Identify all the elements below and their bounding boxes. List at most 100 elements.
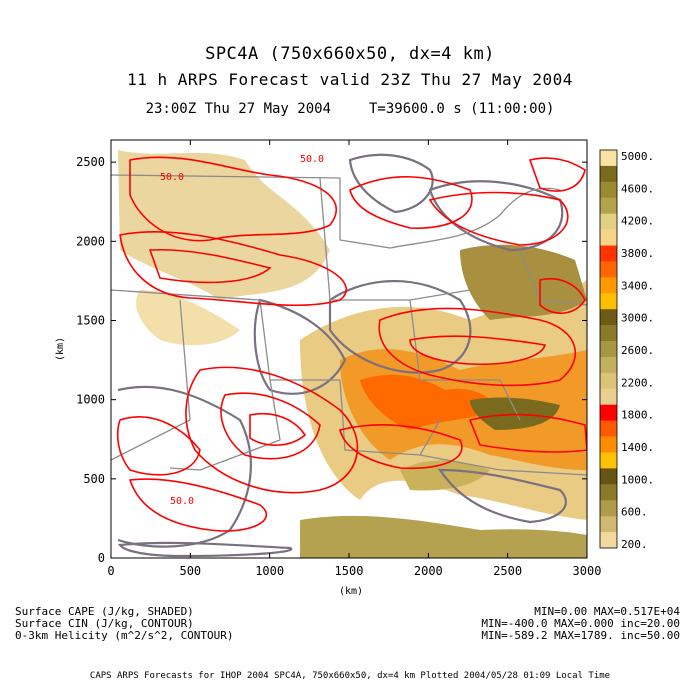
colorbar-swatch bbox=[600, 436, 617, 453]
helicity-contour bbox=[119, 230, 347, 307]
helicity-contour bbox=[129, 156, 337, 242]
y-tick-label: 500 bbox=[83, 472, 105, 486]
x-tick-label: 2000 bbox=[414, 564, 443, 578]
y-axis-label: (km) bbox=[55, 337, 66, 361]
helicity-contour bbox=[220, 392, 321, 460]
cin-contour bbox=[428, 180, 564, 252]
colorbar-label: 2200. bbox=[621, 376, 654, 389]
cape-area bbox=[118, 150, 330, 300]
boundary-line bbox=[111, 289, 340, 381]
cin-contour bbox=[253, 298, 347, 395]
valid-time: 23:00Z Thu 27 May 2004 bbox=[145, 101, 331, 117]
y-axis: 0 500 1000 1500 2000 2500 bbox=[76, 155, 587, 565]
helicity-contour bbox=[539, 278, 586, 314]
colorbar-swatch bbox=[600, 388, 617, 406]
cin-contour bbox=[348, 153, 434, 214]
colorbar-swatch bbox=[600, 277, 617, 294]
contour-label: 50.0 bbox=[160, 172, 184, 183]
title-line-1: SPC4A (750x660x50, dx=4 km) bbox=[205, 44, 495, 64]
cape-area bbox=[360, 374, 500, 430]
colorbar-swatch bbox=[600, 181, 617, 199]
cin-legend: Surface CIN (J/kg, CONTOUR) bbox=[15, 617, 194, 630]
cape-legend: Surface CAPE (J/kg, SHADED) bbox=[15, 605, 194, 618]
colorbar-frame bbox=[599, 149, 618, 549]
colorbar-label: 600. bbox=[621, 506, 648, 519]
helicity-contour bbox=[185, 366, 359, 494]
boundary-line bbox=[319, 177, 471, 301]
colorbar-label: 3000. bbox=[621, 312, 654, 325]
y-tick-label: 2000 bbox=[76, 234, 105, 248]
colorbar-swatch bbox=[600, 452, 617, 469]
helicity-contour bbox=[428, 191, 569, 246]
colorbar-label: 3800. bbox=[621, 247, 654, 260]
colorbar-swatch bbox=[600, 420, 617, 437]
helicity-contour bbox=[249, 412, 307, 446]
colorbar-label: 4600. bbox=[621, 182, 654, 195]
x-tick-label: 1000 bbox=[255, 564, 284, 578]
colorbar-swatch bbox=[600, 165, 617, 183]
x-axis-label: (km) bbox=[339, 586, 363, 597]
cin-range: MIN=-400.0 MAX=0.000 inc=20.00 bbox=[481, 617, 680, 630]
cape-area bbox=[300, 515, 587, 558]
colorbar-swatch bbox=[600, 197, 617, 214]
contour-label: 50.0 bbox=[170, 496, 194, 507]
title-line-2: 11 h ARPS Forecast valid 23Z Thu 27 May … bbox=[127, 70, 573, 89]
colorbar-label: 5000. bbox=[621, 150, 654, 163]
colorbar-swatch bbox=[600, 484, 617, 501]
colorbar-label: 1400. bbox=[621, 441, 654, 454]
map-field: 50.0 50.0 50.0 bbox=[111, 150, 587, 558]
colorbar-swatch bbox=[600, 516, 617, 533]
boundary-line bbox=[111, 174, 391, 249]
colorbar-swatch bbox=[600, 356, 617, 374]
cin-contour bbox=[117, 541, 293, 558]
colorbar-label: 3400. bbox=[621, 279, 654, 292]
cin-contour bbox=[328, 279, 472, 374]
plot-footer: CAPS ARPS Forecasts for IHOP 2004 SPC4A,… bbox=[89, 671, 611, 681]
helicity-contours bbox=[116, 156, 587, 532]
y-tick-label: 0 bbox=[98, 551, 105, 565]
colorbar-swatch bbox=[600, 325, 617, 342]
x-tick-label: 2500 bbox=[493, 564, 522, 578]
cin-contour bbox=[437, 468, 567, 524]
y-tick-label: 2500 bbox=[76, 155, 105, 169]
colorbar-label: 1800. bbox=[621, 409, 654, 422]
colorbar-swatch bbox=[600, 213, 617, 230]
colorbar-swatch bbox=[600, 468, 617, 485]
colorbar-label: 200. bbox=[621, 538, 648, 551]
colorbar-swatch bbox=[600, 372, 617, 390]
contour-label: 50.0 bbox=[300, 154, 324, 165]
x-tick-label: 3000 bbox=[573, 564, 602, 578]
helicity-contour bbox=[528, 157, 586, 192]
helicity-range: MIN=-589.2 MAX=1789. inc=50.00 bbox=[481, 629, 680, 642]
x-tick-label: 500 bbox=[179, 564, 201, 578]
boundary-line bbox=[339, 379, 441, 456]
valid-time-line: 23:00Z Thu 27 May 2004 T=39600.0 s (11:00… bbox=[0, 101, 700, 117]
helicity-contour bbox=[116, 416, 201, 476]
colorbar-swatch bbox=[600, 229, 617, 246]
colorbar-swatch bbox=[600, 245, 617, 262]
helicity-contour bbox=[128, 478, 268, 532]
field-legend-right: MIN=0.00 MAX=0.517E+04 MIN=-400.0 MAX=0.… bbox=[481, 606, 680, 642]
helicity-contour bbox=[378, 307, 576, 387]
cin-contours bbox=[117, 153, 567, 558]
helicity-contour bbox=[339, 424, 463, 470]
x-tick-label: 0 bbox=[107, 564, 114, 578]
x-tick-label: 1500 bbox=[335, 564, 364, 578]
y-tick-label: 1000 bbox=[76, 393, 105, 407]
field-legend-left: Surface CAPE (J/kg, SHADED) Surface CIN … bbox=[15, 606, 234, 642]
cape-area bbox=[136, 290, 240, 346]
colorbar-label: 4200. bbox=[621, 215, 654, 228]
helicity-contour bbox=[349, 176, 473, 229]
colorbar-swatch bbox=[600, 309, 617, 326]
helicity-contour bbox=[148, 248, 272, 284]
colorbar-swatch bbox=[600, 500, 617, 517]
x-axis: 0 500 1000 1500 2000 2500 3000 bbox=[107, 140, 601, 578]
cape-range: MIN=0.00 MAX=0.517E+04 bbox=[534, 605, 680, 618]
helicity-contour bbox=[468, 413, 587, 453]
colorbar-swatch bbox=[600, 150, 617, 167]
colorbar-label: 2600. bbox=[621, 344, 654, 357]
y-tick-label: 1500 bbox=[76, 314, 105, 328]
colorbar-label: 1000. bbox=[621, 473, 654, 486]
colorbar-swatch bbox=[600, 293, 617, 310]
colorbar-swatch bbox=[600, 261, 617, 278]
